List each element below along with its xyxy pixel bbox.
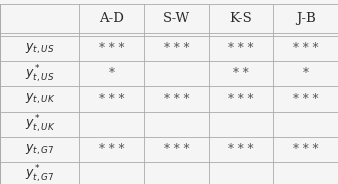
Text: A-D: A-D — [99, 12, 124, 25]
Text: $y_{t,US}$: $y_{t,US}$ — [25, 42, 54, 56]
Text: * * *: * * * — [164, 93, 189, 106]
Text: *: * — [109, 67, 115, 80]
Text: $y^*_{t,G7}$: $y^*_{t,G7}$ — [25, 164, 54, 184]
Text: * * *: * * * — [293, 42, 318, 55]
Text: * * *: * * * — [293, 93, 318, 106]
Text: J-B: J-B — [296, 12, 315, 25]
Text: $y_{t,G7}$: $y_{t,G7}$ — [25, 142, 54, 157]
Text: K-S: K-S — [230, 12, 252, 25]
Text: * * *: * * * — [164, 42, 189, 55]
Text: * * *: * * * — [228, 143, 254, 156]
Text: S-W: S-W — [163, 12, 190, 25]
Text: * * *: * * * — [99, 93, 124, 106]
Text: $y^*_{t,US}$: $y^*_{t,US}$ — [25, 63, 54, 85]
Text: * *: * * — [233, 67, 249, 80]
Text: $y_{t,UK}$: $y_{t,UK}$ — [25, 92, 55, 106]
Text: $y^*_{t,UK}$: $y^*_{t,UK}$ — [25, 114, 55, 135]
Text: * * *: * * * — [99, 42, 124, 55]
Text: * * *: * * * — [99, 143, 124, 156]
Text: * * *: * * * — [164, 143, 189, 156]
Text: * * *: * * * — [228, 42, 254, 55]
Text: *: * — [303, 67, 309, 80]
Text: * * *: * * * — [228, 93, 254, 106]
Text: * * *: * * * — [293, 143, 318, 156]
